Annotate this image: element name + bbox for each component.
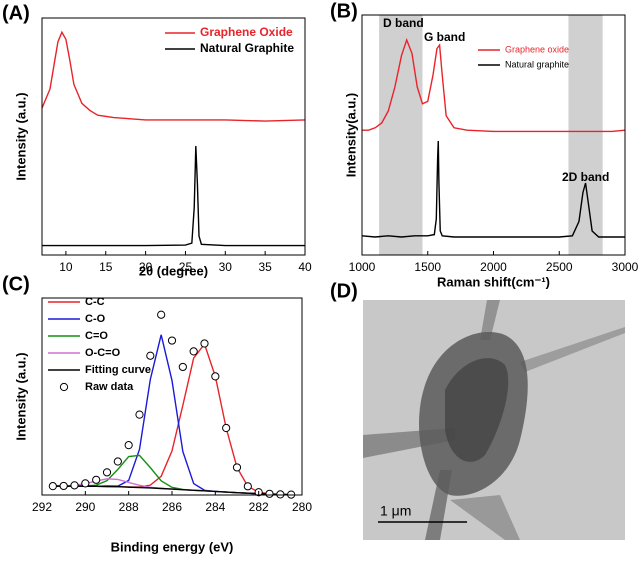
raw-data-point: [59, 481, 68, 491]
panel-label: (C): [2, 273, 30, 295]
x-tick-label: 1000: [349, 260, 376, 274]
x-tick-label: 30: [219, 260, 233, 274]
x-tick-label: 284: [205, 500, 225, 514]
x-tick-label: 40: [298, 260, 312, 274]
tem-arm: [450, 495, 520, 540]
shaded-region: [379, 15, 423, 255]
panel-label: (A): [2, 2, 30, 24]
raw-data-point: [243, 482, 252, 491]
raw-data-point: [276, 490, 285, 499]
legend-label: C-C: [85, 296, 105, 308]
x-axis-label: Binding energy (eV): [111, 539, 234, 554]
legend-label: Natural Graphite: [200, 41, 294, 55]
x-tick-label: 15: [99, 260, 113, 274]
data-line: [362, 37, 626, 133]
legend-label: O-C=O: [85, 347, 121, 359]
x-tick-label: 292: [32, 500, 52, 514]
raw-data-point: [135, 410, 144, 419]
x-tick-label: 2000: [480, 260, 507, 274]
x-tick-label: 290: [75, 500, 95, 514]
legend-label: Natural graphite: [505, 59, 569, 69]
raw-data-point: [81, 479, 90, 488]
legend-marker: [59, 382, 69, 392]
raw-data-point: [146, 351, 155, 360]
raw-data-point: [222, 423, 231, 433]
raw-data-point: [265, 489, 274, 498]
scale-bar-label: 1 μm: [380, 503, 411, 519]
plot-frame: [41, 17, 306, 256]
raw-data-point: [178, 362, 187, 372]
legend-label: Raw data: [85, 381, 134, 393]
raw-data-point: [200, 339, 209, 348]
panel-label: (B): [330, 0, 358, 22]
raw-data-point: [124, 441, 133, 450]
raw-data-point: [102, 468, 112, 477]
tem-arm: [520, 327, 625, 372]
y-axis-label: Intensity (a.u.): [13, 352, 28, 440]
raw-data-point: [232, 463, 242, 472]
legend-label: C=O: [85, 330, 108, 342]
x-tick-label: 2500: [546, 260, 573, 274]
x-tick-label: 288: [119, 500, 139, 514]
raw-data-point: [167, 336, 177, 345]
x-tick-label: 280: [292, 500, 312, 514]
data-line: [42, 145, 305, 247]
raw-data-point: [92, 475, 101, 484]
x-tick-label: 25: [179, 260, 193, 274]
tem-arm: [480, 300, 500, 340]
legend-label: Graphene oxide: [505, 44, 569, 54]
x-tick-label: 3000: [612, 260, 639, 274]
raw-data-point: [189, 347, 198, 356]
data-line: [41, 30, 306, 122]
x-axis-label: Raman shift(cm⁻¹): [437, 274, 550, 289]
annotation: G band: [424, 30, 465, 44]
x-tick-label: 286: [162, 500, 182, 514]
y-axis-label: Intensity (a.u.): [13, 92, 28, 180]
x-tick-label: 1500: [414, 260, 441, 274]
panel-label: (D): [330, 280, 358, 302]
data-line: [52, 485, 292, 496]
y-axis-label: Intensity(a.u.): [343, 93, 358, 178]
annotation: D band: [383, 16, 424, 30]
plot-frame: [41, 297, 303, 496]
x-tick-label: 35: [258, 260, 272, 274]
raw-data-point: [113, 457, 122, 466]
x-axis-label: 2θ (degree): [139, 263, 208, 278]
legend-label: Fitting curve: [85, 364, 151, 376]
data-line: [361, 140, 625, 238]
shaded-region: [568, 15, 603, 255]
raw-data-point: [70, 481, 79, 490]
x-tick-label: 20: [139, 260, 153, 274]
legend-label: C-O: [85, 313, 106, 325]
raw-data-point: [48, 482, 57, 491]
annotation: 2D band: [562, 170, 609, 184]
tem-image: 1 μm: [363, 300, 625, 540]
tem-fold: [445, 358, 509, 462]
x-tick-label: 10: [59, 260, 73, 274]
raw-data-point: [157, 310, 166, 319]
x-tick-label: 282: [249, 500, 269, 514]
legend-label: Graphene Oxide: [200, 25, 293, 39]
raw-data-point: [211, 372, 220, 381]
